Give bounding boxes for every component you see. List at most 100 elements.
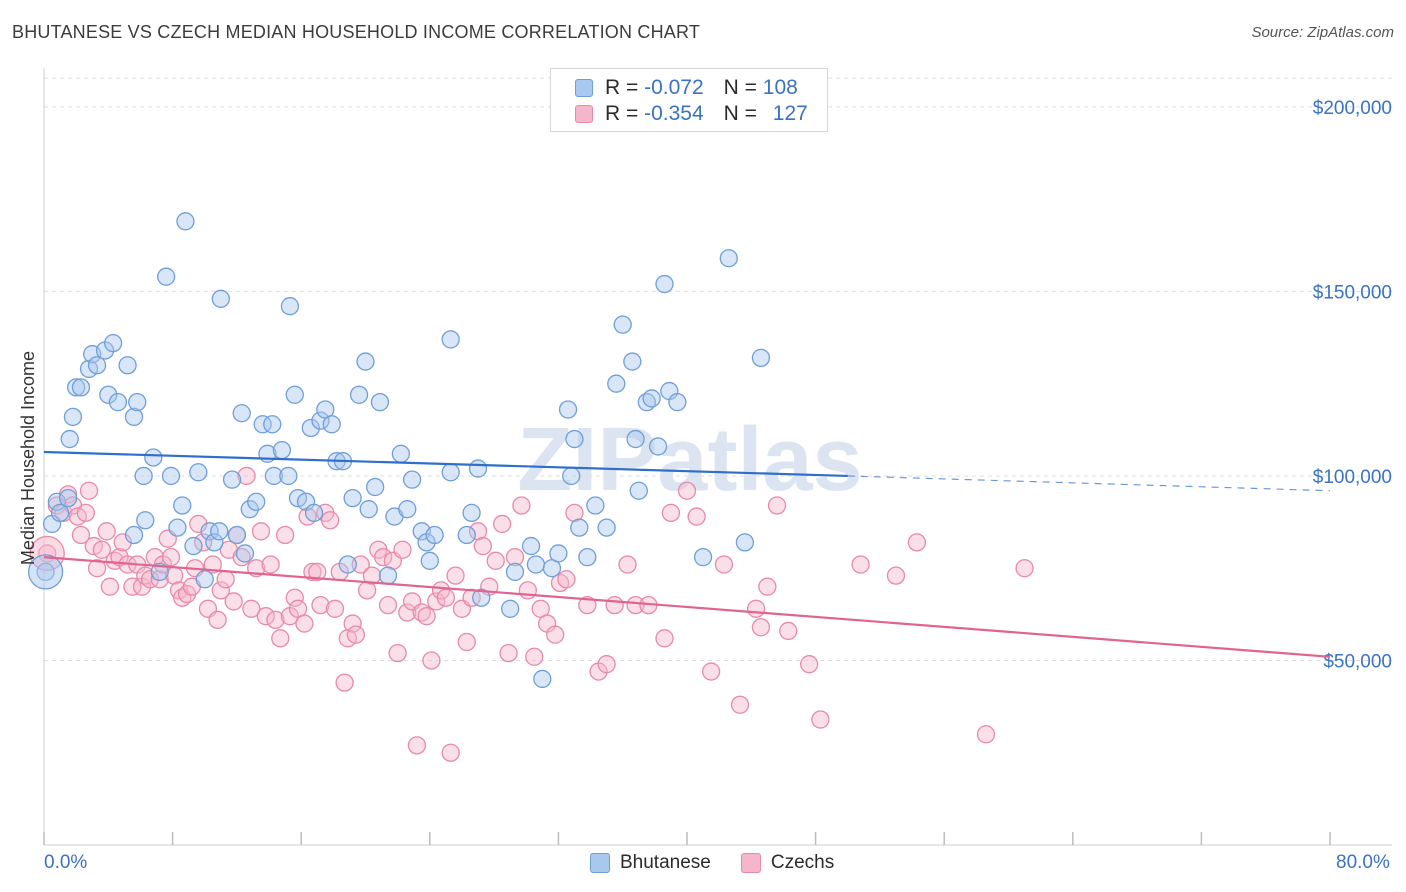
czechs-point bbox=[546, 625, 565, 644]
bhutanese-point bbox=[586, 496, 605, 515]
czechs-point bbox=[557, 570, 576, 589]
bhutanese-point bbox=[391, 444, 411, 463]
x-axis-min-label: 0.0% bbox=[44, 852, 88, 873]
czechs-point bbox=[851, 555, 870, 574]
bhutanese-point bbox=[521, 536, 541, 556]
bhutanese-point bbox=[578, 547, 597, 567]
bhutanese-point bbox=[472, 588, 491, 607]
czechs-point bbox=[730, 695, 750, 714]
bhutanese-point bbox=[128, 392, 147, 412]
bhutanese-point bbox=[63, 407, 83, 427]
bhutanese-point bbox=[134, 466, 153, 486]
bhutanese-point bbox=[161, 466, 181, 486]
bhutanese-point bbox=[157, 267, 176, 286]
bhutanese-point bbox=[462, 503, 481, 523]
bhutanese-point bbox=[304, 503, 324, 523]
czechs-point bbox=[150, 570, 169, 589]
czechs-point bbox=[427, 592, 446, 611]
legend-label-bhutanese: Bhutanese bbox=[620, 852, 711, 873]
czechs-point bbox=[746, 599, 766, 618]
legend-item-czechs: Czechs bbox=[740, 852, 834, 874]
y-tick-label: $100,000 bbox=[1313, 467, 1392, 488]
bhutanese-point bbox=[263, 415, 282, 434]
legend-n-label: N = bbox=[723, 76, 763, 99]
bhutanese-point bbox=[184, 536, 203, 556]
bhutanese-point bbox=[501, 599, 520, 618]
czechs-point bbox=[492, 514, 512, 534]
legend-n-value: 127 bbox=[772, 102, 808, 125]
czechs-point bbox=[224, 592, 243, 611]
czechs-point bbox=[266, 610, 285, 630]
bhutanese-point bbox=[425, 525, 444, 545]
bhutanese-point bbox=[526, 555, 546, 574]
czechs-point bbox=[343, 614, 362, 633]
czechs-point bbox=[216, 570, 235, 589]
legend-r-value: -0.072 bbox=[644, 76, 704, 99]
bhutanese-point bbox=[168, 518, 187, 537]
czechs-point bbox=[208, 610, 227, 630]
watermark: ZIPatlas bbox=[517, 410, 862, 510]
y-tick-label: $200,000 bbox=[1313, 98, 1392, 119]
pink-swatch bbox=[575, 105, 593, 123]
czechs-point bbox=[446, 566, 465, 585]
bhutanese-point bbox=[751, 348, 771, 368]
bhutanese-point bbox=[311, 411, 330, 430]
czechs-point bbox=[512, 496, 531, 515]
czechs-point bbox=[92, 540, 112, 559]
czechs-point bbox=[505, 547, 525, 567]
czechs-point bbox=[578, 595, 597, 615]
czechs-point bbox=[311, 595, 330, 615]
bhutanese-point bbox=[235, 544, 255, 563]
correlation-legend: R = -0.072 N = 108 R = -0.354 N = 127 bbox=[550, 68, 828, 132]
bhutanese-point bbox=[398, 500, 417, 519]
czechs-point bbox=[251, 522, 271, 541]
bhutanese-point bbox=[247, 492, 266, 511]
czechs-point bbox=[436, 588, 456, 607]
bhutanese-point bbox=[253, 415, 272, 434]
bhutanese-point bbox=[71, 378, 91, 397]
bhutanese-point bbox=[211, 289, 230, 308]
czechs-point bbox=[123, 577, 142, 596]
czechs-point bbox=[261, 555, 280, 574]
bhutanese-point bbox=[272, 440, 292, 460]
bhutanese-point bbox=[343, 488, 362, 508]
bhutanese-point bbox=[144, 448, 163, 467]
bhutanese-point bbox=[457, 525, 476, 545]
czechs-point bbox=[398, 603, 417, 622]
bhutanese-point bbox=[118, 356, 137, 375]
bhutanese-point bbox=[359, 500, 378, 519]
bhutanese-point bbox=[505, 562, 525, 582]
czechs-point bbox=[87, 559, 107, 578]
legend-r-value: -0.354 bbox=[644, 102, 704, 125]
x-axis-max-label: 80.0% bbox=[1336, 852, 1390, 873]
legend-r-label: R = bbox=[605, 102, 645, 125]
czechs-point bbox=[100, 577, 120, 596]
bhutanese-trend-line bbox=[43, 450, 848, 478]
czechs-point bbox=[203, 555, 222, 574]
bhutanese-point bbox=[629, 481, 648, 500]
bhutanese-point bbox=[441, 463, 460, 482]
bhutanese-point bbox=[420, 551, 439, 570]
bhutanese-point bbox=[200, 522, 219, 541]
legend-n-value: 108 bbox=[762, 76, 798, 99]
czechs-point bbox=[417, 607, 436, 626]
legend-item-bhutanese: Bhutanese bbox=[590, 852, 711, 874]
czechs-point bbox=[800, 655, 819, 674]
bhutanese-point bbox=[565, 429, 584, 449]
czechs-point bbox=[275, 525, 295, 545]
legend-r-label: R = bbox=[605, 76, 645, 99]
legend-row-czechs: R = -0.354 N = 127 bbox=[575, 101, 808, 127]
source-label: Source: ZipAtlas.com bbox=[1251, 24, 1394, 41]
bhutanese-point bbox=[50, 503, 70, 523]
czechs-point bbox=[362, 566, 382, 585]
y-tick-label: $150,000 bbox=[1313, 282, 1392, 303]
bhutanese-point bbox=[227, 525, 247, 545]
bhutanese-point-large bbox=[27, 554, 64, 590]
czechs-point bbox=[976, 725, 996, 744]
bhutanese-point bbox=[195, 570, 214, 589]
y-tick-label: $50,000 bbox=[1323, 651, 1392, 672]
bhutanese-point bbox=[279, 466, 298, 486]
czechs-point bbox=[378, 595, 398, 615]
czechs-point bbox=[242, 599, 261, 618]
czechs-point bbox=[308, 562, 327, 582]
